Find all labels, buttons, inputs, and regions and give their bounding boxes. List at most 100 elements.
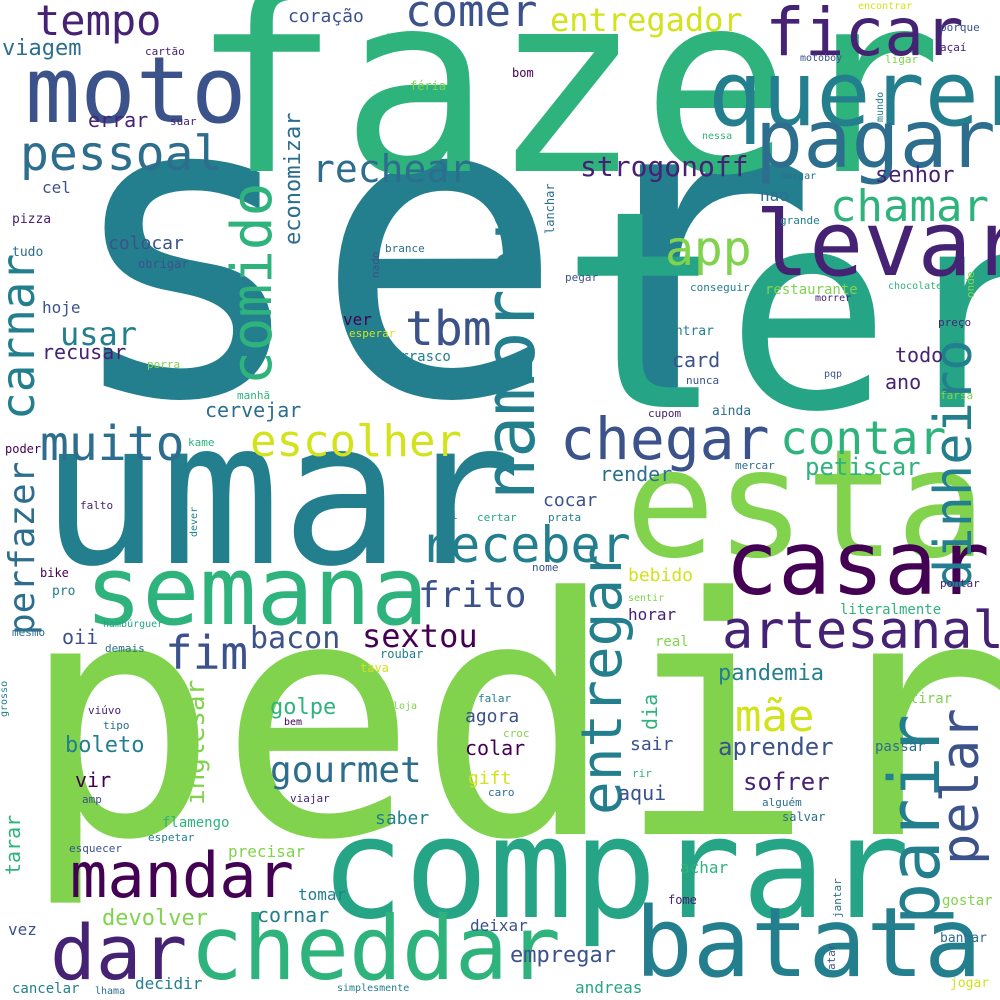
word-muito: muito	[40, 416, 185, 472]
word-bebido: bebido	[628, 565, 694, 586]
word-pessoal: pessoal	[20, 126, 223, 182]
word-economizar: economizar	[281, 112, 306, 245]
word-colocar: colocar	[108, 233, 184, 254]
word-entregador: entregador	[550, 1, 743, 39]
word-onde: onde	[964, 271, 977, 299]
word-pegar: pegar	[565, 271, 599, 284]
word-atar: atar	[825, 943, 838, 971]
word-brance: brance	[385, 242, 425, 255]
word-mercar: mercar	[735, 459, 775, 472]
word-achar: achar	[680, 858, 729, 877]
word-mundo: mundo	[875, 91, 886, 122]
word-nessa: nessa	[702, 131, 733, 142]
word-cartao: cartão	[145, 45, 185, 58]
word-viuvo: viúvo	[88, 704, 122, 717]
word-carnar: carnar	[0, 253, 45, 420]
word-falar: falar	[478, 692, 512, 705]
word-empregar: empregar	[510, 943, 616, 968]
word-sofrer: sofrer	[743, 768, 830, 796]
word-jogar: jogar	[950, 976, 990, 991]
word-pontar: pontar	[940, 577, 980, 590]
word-dever: dever	[189, 506, 200, 537]
word-golpe: golpe	[270, 695, 337, 720]
word-grande: grande	[780, 214, 820, 227]
word-cel: cel	[42, 178, 71, 197]
word-bom: bom	[512, 66, 534, 80]
word-tomar: tomar	[298, 885, 347, 904]
word-poder: poder	[5, 442, 42, 456]
word-inglesar: inglesar	[181, 679, 211, 805]
word-estar: estar	[625, 418, 1000, 592]
word-rir: rir	[632, 767, 652, 780]
word-preco: preço	[938, 316, 972, 329]
word-hoje: hoje	[42, 298, 81, 317]
word-prata: prata	[548, 511, 582, 524]
word-comprar: comprar	[320, 788, 911, 951]
word-andreas: andreas	[575, 978, 643, 997]
word-card: card	[672, 348, 721, 372]
word-fazer: fazer	[190, 0, 943, 230]
word-artesanal: artesanal	[722, 601, 1000, 661]
word-petiscar: petiscar	[805, 453, 921, 481]
word-recusar: recusar	[42, 340, 127, 364]
word-porra: porra	[147, 358, 181, 371]
word-loja: loja	[393, 701, 418, 712]
word-pelar: pelar	[931, 708, 991, 865]
word-todo: todo	[895, 343, 944, 367]
word-porque: porque	[940, 21, 980, 34]
word-aqui: aqui	[618, 781, 667, 805]
word-senhor: senhor	[875, 163, 955, 188]
word-umar: umar	[40, 378, 522, 611]
word-frito: frito	[418, 575, 527, 616]
word-bacon: bacon	[250, 621, 341, 656]
word-morrer: morrer	[815, 293, 852, 304]
word-rechear: rechear	[312, 147, 473, 191]
word-render: render	[600, 462, 673, 486]
word-receber: receber	[420, 516, 631, 574]
word-ligar: ligar	[885, 53, 919, 66]
word-ver: ver	[343, 310, 372, 329]
word-ano: ano	[885, 370, 922, 394]
word-entregar: entregar	[570, 545, 635, 815]
word-tal: tal	[385, 31, 407, 45]
word-devolver: devolver	[102, 906, 208, 931]
word-casar: casar	[725, 512, 990, 615]
word-strogonoff: strogonoff	[580, 150, 749, 183]
word-nome: nome	[532, 561, 559, 574]
word-mandar: mandar	[70, 839, 294, 912]
word-app: app	[665, 221, 752, 277]
word-nunca: nunca	[686, 374, 720, 387]
word-horar: horar	[628, 605, 677, 624]
word-dia: dia	[638, 693, 662, 730]
word-manha: manhã	[237, 389, 271, 402]
word-amigar: amigar	[780, 171, 817, 182]
word-agora: agora	[465, 706, 520, 727]
word-real: real	[655, 634, 689, 650]
word-churrasco: churrasco	[375, 349, 451, 365]
word-entrar: entrar	[667, 324, 714, 339]
word-dar: dar	[50, 908, 188, 997]
word-espetar: espetar	[148, 831, 195, 844]
word-encontrar: encontrar	[858, 1, 913, 12]
word-cancelar: cancelar	[12, 981, 80, 997]
word-chamar: chamar	[830, 181, 989, 232]
word-aprender: aprender	[718, 733, 834, 761]
word-literalmente: literalmente	[840, 602, 942, 618]
word-nado: nado	[369, 251, 382, 279]
word-conseguir: conseguir	[690, 281, 750, 294]
word-certar: certar	[477, 511, 517, 524]
word-ter: ter	[560, 152, 1000, 472]
word-dinheiro: dinheiro	[924, 339, 984, 590]
word-hamburguer: hambúrguer	[103, 619, 164, 630]
word-semana: semana	[85, 537, 429, 647]
word-grosso: grosso	[0, 680, 10, 717]
word-precisar: precisar	[228, 842, 306, 861]
word-escolher: escolher	[250, 416, 462, 467]
word-acai: açaí	[940, 41, 967, 54]
word-lanchar: lanchar	[543, 183, 557, 234]
word-comido: comido	[220, 182, 285, 385]
word-ficar: ficar	[765, 0, 964, 71]
word-viagem: viagem	[2, 36, 82, 61]
word-alguem: alguém	[762, 796, 802, 809]
